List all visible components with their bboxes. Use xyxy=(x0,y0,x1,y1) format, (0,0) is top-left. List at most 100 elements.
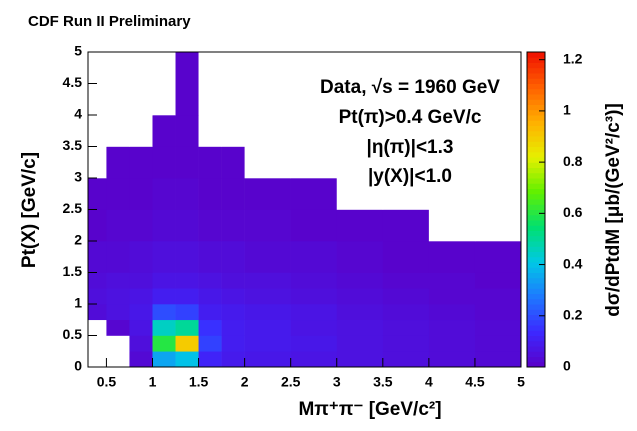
colorbar-segment xyxy=(527,99,545,105)
heatmap-cell xyxy=(382,304,430,321)
heatmap-cell xyxy=(336,241,384,273)
colorbar-segment xyxy=(527,73,545,79)
heatmap-cell xyxy=(198,241,222,273)
heatmap-cell xyxy=(88,319,107,336)
heatmap-cell xyxy=(428,272,476,289)
colorbar-segment xyxy=(527,62,545,69)
annotation: Pt(π)>0.4 GeV/c xyxy=(339,107,482,128)
heatmap-cell xyxy=(129,304,153,321)
colorbar-segment xyxy=(527,141,545,147)
colorbar-segment xyxy=(527,309,545,315)
heatmap-cell xyxy=(382,272,430,289)
heatmap-cell xyxy=(129,209,153,242)
heatmap-cell xyxy=(290,272,338,289)
heatmap-cell xyxy=(244,272,291,289)
heatmap-cell xyxy=(474,52,522,116)
heatmap-cell xyxy=(221,115,245,147)
heatmap-cell xyxy=(428,319,476,336)
heatmap-cell xyxy=(129,52,153,116)
colorbar-segment xyxy=(527,130,545,137)
y-tick-label: 4.5 xyxy=(63,74,83,90)
heatmap-cell xyxy=(152,115,176,147)
colorbar-segment xyxy=(527,319,545,326)
heatmap-cell xyxy=(198,52,222,116)
heatmap-cell xyxy=(244,288,291,305)
colorbar-segment xyxy=(527,225,545,231)
x-tick-label: 2 xyxy=(241,374,249,390)
heatmap-cell xyxy=(175,52,199,116)
heatmap-cell xyxy=(474,178,522,210)
colorbar-segment xyxy=(527,325,545,331)
heatmap-cell xyxy=(336,178,384,210)
heatmap-cell xyxy=(382,209,430,242)
y-tick-label: 0.5 xyxy=(63,326,83,342)
heatmap-cell xyxy=(129,115,153,147)
x-tick-label: 3.5 xyxy=(373,374,393,390)
colorbar-segment xyxy=(527,178,545,184)
heatmap-cell xyxy=(244,115,291,147)
heatmap-cell xyxy=(221,209,245,242)
colorbar-segment xyxy=(527,88,545,95)
heatmap-cell xyxy=(88,146,107,179)
heatmap-cell xyxy=(336,146,384,179)
heatmap-cell xyxy=(198,288,222,305)
heatmap-cell xyxy=(152,351,176,368)
heatmap-cell xyxy=(198,146,222,179)
x-tick-label: 3 xyxy=(333,374,341,390)
heatmap-cell xyxy=(428,335,476,352)
heatmap-cell xyxy=(244,52,291,116)
colorbar-segment xyxy=(527,67,545,74)
heatmap-cell xyxy=(221,52,245,116)
colorbar-segment xyxy=(527,151,545,158)
colorbar-segment xyxy=(527,125,545,132)
colorbar-segment xyxy=(527,277,545,284)
colorbar-segment xyxy=(527,283,545,289)
heatmap-cell xyxy=(474,335,522,352)
heatmap-cell xyxy=(244,209,291,242)
colorbar-segment xyxy=(527,361,545,368)
heatmap-cell xyxy=(88,335,107,352)
heatmap-cell xyxy=(175,335,199,352)
colorbar-segment xyxy=(527,235,545,242)
colorbar-tick-label: 1.2 xyxy=(563,50,583,66)
heatmap-cell xyxy=(382,351,430,368)
colorbar-segment xyxy=(527,104,545,111)
heatmap-cell xyxy=(106,319,130,336)
y-tick-label: 1 xyxy=(74,295,82,311)
heatmap-cell xyxy=(428,178,476,210)
heatmap-cell xyxy=(428,241,476,273)
heatmap-cell xyxy=(106,115,130,147)
heatmap-cell xyxy=(152,52,176,116)
annotation: |η(π)|<1.3 xyxy=(367,137,454,158)
heatmap-cell xyxy=(88,241,107,273)
colorbar-segment xyxy=(527,193,545,200)
heatmap-cell xyxy=(474,319,522,336)
heatmap-cell xyxy=(382,288,430,305)
heatmap-cell xyxy=(88,351,107,368)
chart-title: CDF Run II Preliminary xyxy=(28,13,191,30)
colorbar-segment xyxy=(527,251,545,258)
heatmap-cell xyxy=(129,178,153,210)
heatmap-cell xyxy=(382,52,430,116)
heatmap-cell xyxy=(106,241,130,273)
colorbar-segment xyxy=(527,136,545,142)
annotation: Data, √s = 1960 GeV xyxy=(320,77,500,98)
colorbar-segment xyxy=(527,167,545,174)
heatmap-cell xyxy=(221,241,245,273)
heatmap-cell xyxy=(474,351,522,368)
heatmap-cell xyxy=(428,351,476,368)
heatmap-cell xyxy=(336,52,384,116)
colorbar-segment xyxy=(527,199,545,205)
x-tick-label: 1 xyxy=(149,374,157,390)
colorbar-segment xyxy=(527,298,545,305)
x-tick-label: 2.5 xyxy=(281,374,301,390)
heatmap-cell xyxy=(428,52,476,116)
colorbar-segment xyxy=(527,52,545,58)
colorbar-segment xyxy=(527,351,545,357)
heatmap-cell xyxy=(336,351,384,368)
colorbar-segment xyxy=(527,220,545,226)
heatmap-cell xyxy=(336,209,384,242)
colorbar-segment xyxy=(527,115,545,121)
heatmap-cell xyxy=(428,288,476,305)
heatmap-cell xyxy=(290,319,338,336)
